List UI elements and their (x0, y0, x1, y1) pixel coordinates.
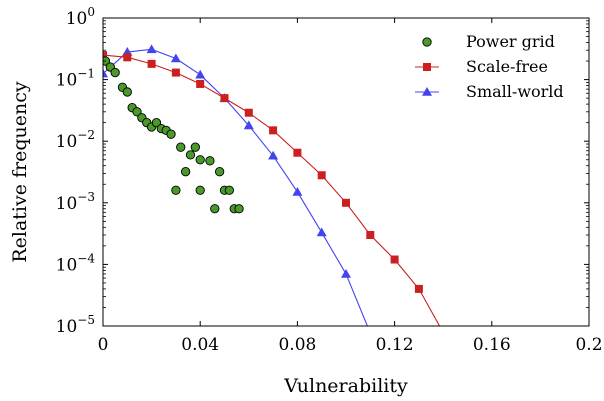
x-tick-label: 0.08 (278, 335, 316, 355)
legend-item: Power grid (422, 32, 555, 51)
data-point (132, 107, 142, 117)
data-point (414, 284, 423, 293)
y-tick-exponent: −1 (77, 67, 95, 81)
data-point (151, 118, 162, 128)
data-point (123, 53, 132, 62)
x-tick-label: 0 (98, 335, 109, 355)
y-tick-exponent: −2 (77, 128, 95, 142)
data-point (103, 51, 107, 60)
x-tick-label: 0.2 (575, 335, 602, 355)
data-point (390, 255, 399, 264)
y-tick-base: 10 (56, 71, 78, 91)
series-line (103, 48, 368, 326)
data-point (146, 44, 157, 54)
data-point (214, 167, 225, 177)
data-point (292, 186, 303, 196)
plot-frame (102, 17, 590, 327)
data-point (147, 59, 156, 68)
y-axis-title: Relative frequency (9, 81, 31, 263)
series-small-world (103, 44, 368, 326)
data-point (268, 150, 279, 160)
data-point (196, 79, 205, 88)
data-point (170, 53, 181, 63)
data-point (210, 204, 220, 214)
data-point (244, 108, 253, 117)
y-tick-label: 10−2 (56, 128, 95, 152)
data-point (180, 167, 191, 177)
y-tick-base: 10 (56, 132, 78, 152)
legend-item: Scale-free (415, 57, 548, 76)
y-tick-label: 10−4 (56, 251, 96, 275)
data-point (195, 69, 206, 79)
data-point (176, 142, 186, 152)
data-point (366, 231, 375, 240)
data-point (110, 67, 120, 78)
x-tick-label: 0.04 (181, 335, 219, 355)
data-point (195, 185, 205, 195)
y-tick-exponent: −5 (77, 313, 95, 327)
data-point (243, 120, 254, 130)
legend-label: Scale-free (466, 57, 548, 76)
y-tick-base: 10 (66, 9, 88, 29)
series-layer (103, 44, 441, 326)
legend-item: Small-world (415, 82, 564, 101)
y-tick-exponent: −4 (77, 251, 95, 265)
legend-marker (422, 87, 432, 96)
data-point (342, 198, 350, 207)
data-point (195, 155, 205, 165)
y-tick-exponent: 0 (87, 5, 95, 19)
data-point (122, 87, 132, 97)
data-point (269, 126, 278, 135)
x-axis-title: Vulnerability (283, 375, 408, 397)
y-tick-base: 10 (56, 255, 78, 275)
data-point (185, 150, 196, 160)
y-tick-label: 100 (66, 5, 95, 29)
legend: Power grid Scale-free Small-world (415, 32, 564, 101)
data-point (103, 68, 108, 78)
data-point (205, 156, 215, 166)
y-tick-label: 10−5 (56, 313, 95, 337)
y-tick-base: 10 (56, 317, 78, 337)
data-point (220, 94, 229, 103)
data-point (171, 185, 181, 195)
ticks-layer: 0 0.04 0.08 0.12 0.16 0.210−510−410−310−210−1… (56, 5, 603, 355)
legend-marker (422, 37, 432, 47)
data-point (316, 227, 327, 237)
series-scale-free (103, 51, 441, 326)
y-tick-base: 10 (56, 194, 78, 214)
legend-label: Small-world (466, 82, 564, 101)
y-tick-label: 10−1 (56, 67, 95, 91)
data-point (171, 68, 180, 77)
data-point (166, 129, 176, 139)
x-tick-label: 0.16 (473, 335, 511, 355)
data-point (293, 148, 302, 157)
y-tick-exponent: −3 (77, 190, 95, 204)
legend-marker (423, 63, 431, 71)
y-tick-label: 10−3 (56, 190, 95, 214)
data-point (190, 142, 200, 152)
series-line (103, 54, 441, 326)
data-point (341, 268, 351, 278)
x-tick-label: 0.12 (376, 335, 414, 355)
legend-label: Power grid (466, 32, 555, 51)
series-power-grid (103, 56, 244, 214)
data-point (224, 185, 235, 195)
data-point (234, 204, 244, 214)
data-point (317, 171, 326, 180)
